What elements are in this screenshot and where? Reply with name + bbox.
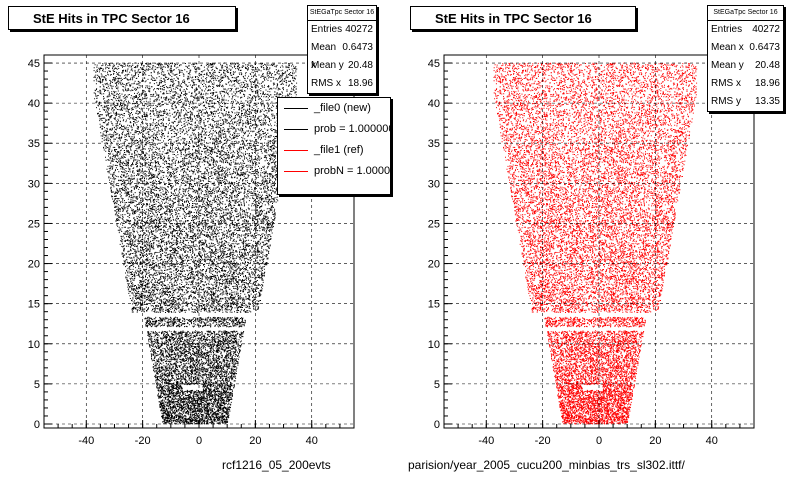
y-tick-label: 40 xyxy=(28,98,40,110)
y-tick-label: 30 xyxy=(28,178,40,190)
y-tick-label: 45 xyxy=(428,58,440,70)
left-stats-row: RMS x 18.96 xyxy=(311,78,373,89)
legend-entry: prob = 1.000000 xyxy=(278,119,390,140)
left-stats-row: Mean x 0.6473 xyxy=(311,42,373,71)
legend-swatch xyxy=(284,150,308,151)
legend-entry: probN = 1.000000 xyxy=(278,161,390,182)
x-tick-label: 20 xyxy=(249,435,261,447)
y-tick-label: 15 xyxy=(28,299,40,311)
y-tick-label: 30 xyxy=(428,178,440,190)
right-plot-title: StE Hits in TPC Sector 16 xyxy=(410,6,636,30)
scatter-hits xyxy=(493,62,698,425)
y-tick-label: 0 xyxy=(34,419,40,431)
right-stats-box: StEGaTpc Sector 16 Entries 40272 Mean x 0.… xyxy=(707,5,784,112)
x-tick-label: -20 xyxy=(535,435,551,447)
legend-box: _file0 (new) prob = 1.000000 _file1 (ref… xyxy=(277,97,391,195)
x-tick-label: 0 xyxy=(596,435,602,447)
y-tick-label: 35 xyxy=(28,138,40,150)
left-plot-pad: -40 -20 0 20 40 0 5 10 15 20 25 30 35 40 45 StE Hits i… xyxy=(0,0,400,458)
x-tick-label: 0 xyxy=(196,435,202,447)
right-stats-row: RMS x 18.96 xyxy=(711,78,780,89)
y-tick-label: 45 xyxy=(28,58,40,70)
y-tick-label: 10 xyxy=(428,339,440,351)
y-tick-label: 40 xyxy=(428,98,440,110)
y-tick-label: 25 xyxy=(28,218,40,230)
x-tick-label: 40 xyxy=(306,435,318,447)
x-tick-label: 40 xyxy=(706,435,718,447)
right-stats-row: Mean y 20.48 xyxy=(711,60,780,71)
y-tick-label: 5 xyxy=(34,379,40,391)
x-tick-label: -40 xyxy=(478,435,494,447)
y-tick-label: 10 xyxy=(28,339,40,351)
y-tick-label: 35 xyxy=(428,138,440,150)
legend-entry: _file0 (new) xyxy=(278,98,390,119)
left-stats-box: StEGaTpc Sector 16 Entries 40272 Mean x 0.… xyxy=(307,5,377,94)
y-tick-label: 15 xyxy=(428,299,440,311)
right-footer-text: parision/year_2005_cucu200_minbias_trs_s… xyxy=(408,458,685,472)
x-tick-label: -20 xyxy=(135,435,151,447)
legend-swatch xyxy=(284,108,308,109)
y-tick-label: 25 xyxy=(428,218,440,230)
y-tick-label: 20 xyxy=(428,259,440,271)
left-title-text: StE Hits in TPC Sector 16 xyxy=(33,11,190,26)
right-stats-row: Mean x 0.6473 xyxy=(711,42,780,53)
x-tick-label: 20 xyxy=(649,435,661,447)
left-stats-row: Entries 40272 xyxy=(311,24,373,35)
right-plot-pad: -40 -20 0 20 40 0 5 10 15 20 25 30 35 40 45 StE Hits i… xyxy=(400,0,800,458)
x-tick-label: -40 xyxy=(78,435,94,447)
left-footer-text: rcf1216_05_200evts xyxy=(222,458,331,472)
legend-swatch xyxy=(284,129,308,130)
left-stats-row: Mean y 20.48 xyxy=(311,60,373,71)
scatter-hits xyxy=(93,62,298,425)
y-tick-label: 0 xyxy=(434,419,440,431)
right-stats-row: Entries 40272 xyxy=(711,24,780,35)
left-plot-title: StE Hits in TPC Sector 16 xyxy=(8,6,236,30)
right-stats-name: StEGaTpc Sector 16 xyxy=(708,6,783,21)
legend-entry: _file1 (ref) xyxy=(278,140,390,161)
right-scatter-plot: -40 -20 0 20 40 0 5 10 15 20 25 30 35 40 45 xyxy=(428,54,755,447)
right-title-text: StE Hits in TPC Sector 16 xyxy=(435,11,592,26)
legend-swatch xyxy=(284,171,308,172)
y-tick-label: 20 xyxy=(28,259,40,271)
left-stats-name: StEGaTpc Sector 16 xyxy=(308,6,376,21)
y-tick-label: 5 xyxy=(434,379,440,391)
right-stats-row: RMS y 13.35 xyxy=(711,96,780,107)
